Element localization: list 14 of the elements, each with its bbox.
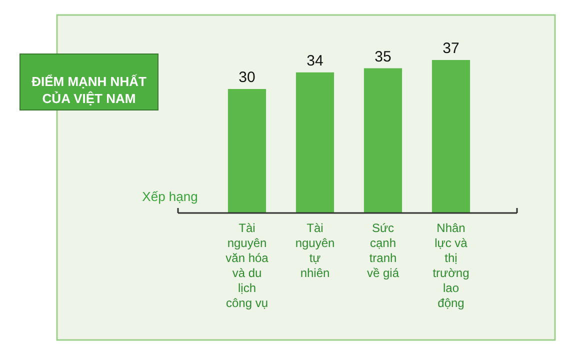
x-tick-label: Sức cạnh tranh về giá bbox=[366, 221, 400, 280]
x-tick-label: Tài nguyên tự nhiên bbox=[295, 221, 335, 280]
text: ĐIỂM MẠNH NHẤT CỦA VIỆT NAM bbox=[32, 74, 146, 106]
data-label: 37 bbox=[442, 40, 460, 57]
bar bbox=[432, 60, 470, 213]
data-label: 30 bbox=[238, 68, 256, 86]
data-label: 34 bbox=[306, 52, 324, 70]
bar bbox=[296, 72, 334, 213]
x-tick-label: Tài nguyên văn hóa và du lịch công vụ bbox=[226, 221, 269, 310]
x-tick-label: Nhân lực và thị trường lao động bbox=[432, 221, 470, 310]
bar bbox=[364, 68, 402, 213]
y-axis-title: Xếp hạng bbox=[142, 189, 198, 204]
data-label: 35 bbox=[374, 48, 392, 66]
bar bbox=[228, 88, 266, 213]
